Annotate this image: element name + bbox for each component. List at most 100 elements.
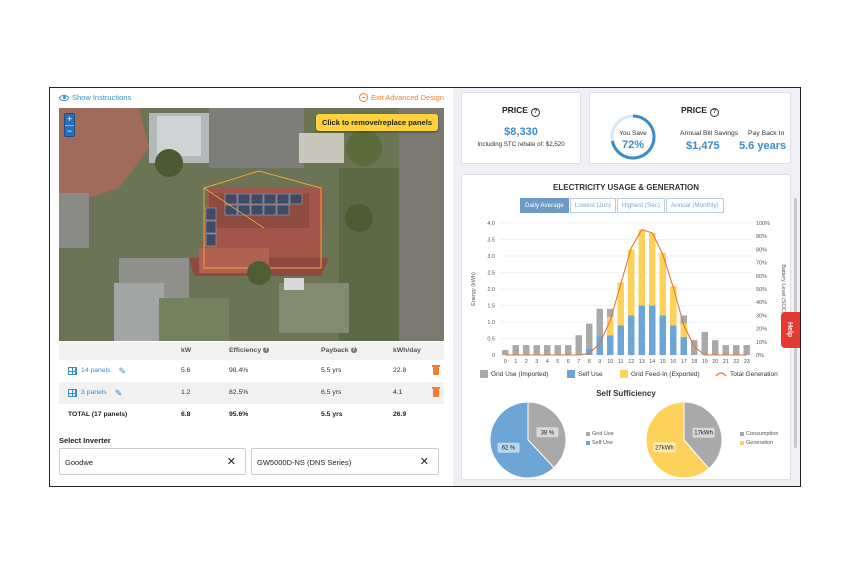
info-icon[interactable]: ? xyxy=(263,347,270,353)
usage-card: ELECTRICITY USAGE & GENERATION Daily Ave… xyxy=(461,174,791,480)
y2-tick-label: 50% xyxy=(756,287,767,293)
bar-grid-use xyxy=(711,340,719,355)
legend-grid-use[interactable]: Grid Use (Imported) xyxy=(480,370,548,378)
tab-lowest[interactable]: Lowest (Jun) xyxy=(569,198,616,213)
legend-swatch xyxy=(480,370,488,378)
y2-tick-label: 80% xyxy=(756,247,767,253)
payback-value: 5.5 yrs xyxy=(321,367,342,374)
chart-title: ELECTRICITY USAGE & GENERATION xyxy=(553,183,699,192)
minus-circle-icon xyxy=(359,93,369,102)
legend-line-swatch xyxy=(715,372,727,377)
tab-annual[interactable]: Annual (Monthly) xyxy=(665,198,724,213)
pie-label-box xyxy=(536,427,559,438)
table-total-row: TOTAL (17 panels) 6.8 95.6% 5.5 yrs 26.9 xyxy=(59,404,444,426)
bar-feed-in xyxy=(627,249,635,316)
bar-feed-in xyxy=(659,252,667,316)
replace-panels-button[interactable]: Click to remove/replace panels xyxy=(315,114,438,131)
pie-slice xyxy=(489,401,555,479)
inverter-model-value: GW5000D-NS (DNS Series) xyxy=(257,458,352,467)
clear-icon[interactable]: ✕ xyxy=(226,456,236,468)
legend-self-use[interactable]: Self Use xyxy=(567,370,603,378)
y2-tick-label: 30% xyxy=(756,313,767,319)
tab-daily-average[interactable]: Daily Average xyxy=(520,198,569,213)
pencil-icon[interactable]: ✎ xyxy=(114,388,123,398)
bar-grid-use xyxy=(732,345,740,355)
pie-label: 17kWh xyxy=(694,431,713,437)
x-tick-label: 14 xyxy=(649,359,655,365)
y-tick-label: 3.5 xyxy=(487,238,495,244)
legend-label: Self Use xyxy=(592,440,613,446)
zoom-in-button[interactable]: + xyxy=(66,114,73,124)
y2-tick-label: 40% xyxy=(756,300,767,306)
bar-grid-use xyxy=(585,323,593,349)
x-tick-label: 17 xyxy=(681,359,687,365)
total-generation-line xyxy=(505,228,747,356)
savings-card: PRICE? You Save 72% Annual Bill Savings … xyxy=(589,92,791,164)
self-sufficiency-pie: 38 % 62 % xyxy=(489,401,567,479)
show-instructions-label: Show Instructions xyxy=(72,93,132,102)
y-axis-label: Energy (kWh) xyxy=(471,272,477,306)
exit-advanced-design-link[interactable]: Exit Advanced Design xyxy=(359,93,444,102)
bar-grid-use xyxy=(522,345,530,355)
y-tick-label: 2.0 xyxy=(487,287,495,293)
legend-total-generation[interactable]: Total Generation xyxy=(715,370,778,378)
panel-group-link[interactable]: 3 panels ✎ xyxy=(68,382,122,404)
legend-label: Consumption xyxy=(746,431,779,437)
pencil-icon[interactable]: ✎ xyxy=(118,366,127,376)
x-tick-label: 5 xyxy=(556,359,559,365)
legend-swatch xyxy=(620,370,628,378)
bar-grid-use xyxy=(596,308,604,336)
exit-advanced-design-label: Exit Advanced Design xyxy=(371,93,444,102)
results-pane: PRICE? $8,330 Including STC rebate of: $… xyxy=(453,88,800,486)
efficiency-value: 82.5% xyxy=(229,389,249,396)
column-header-kw: kW xyxy=(181,347,192,354)
bar-self-use xyxy=(669,325,677,355)
legend-swatch xyxy=(586,432,590,436)
table-header: kW Efficiency? Payback? kWh/day xyxy=(59,342,444,360)
y2-tick-label: 10% xyxy=(756,340,767,346)
x-tick-label: 1 xyxy=(514,359,517,365)
bar-grid-use xyxy=(690,340,698,355)
usage-bar-chart: 0 0.5 1.0 1.5 2.0 2.5 3.0 3.5 4.0 0% 10% 20% 30% 40% 5… xyxy=(471,221,786,365)
y2-tick-label: 0% xyxy=(756,353,764,359)
bar-feed-in xyxy=(617,282,625,326)
legend-grid-feed-in[interactable]: Grid Feed-In (Exported) xyxy=(620,370,700,378)
help-button[interactable]: Help xyxy=(781,312,800,348)
zoom-out-button[interactable]: − xyxy=(65,125,74,136)
bar-grid-use xyxy=(533,345,541,355)
column-header-efficiency: Efficiency? xyxy=(229,342,270,360)
y2-tick-label: 100% xyxy=(756,221,770,227)
question-icon[interactable]: ? xyxy=(709,108,719,117)
legend-label: Grid Use xyxy=(592,431,614,437)
panel-group-link[interactable]: 14 panels ✎ xyxy=(68,360,126,382)
total-label: TOTAL (17 panels) xyxy=(68,411,128,418)
column-header-efficiency-label: Efficiency xyxy=(229,347,262,354)
inverter-model-select[interactable]: GW5000D-NS (DNS Series) ✕ xyxy=(251,448,439,475)
eye-icon xyxy=(59,94,69,101)
pie-label-box xyxy=(653,442,676,453)
inverter-brand-select[interactable]: Goodwe ✕ xyxy=(59,448,246,475)
pie-label-box xyxy=(692,427,715,438)
table-row: 14 panels ✎ 5.6 98.4% 5.5 yrs 22.8 xyxy=(59,360,444,382)
info-icon[interactable]: ? xyxy=(350,347,357,353)
pie-label-box xyxy=(497,442,520,453)
trash-icon[interactable] xyxy=(432,387,440,397)
tab-highest[interactable]: Highest (Sec) xyxy=(616,198,665,213)
bar-grid-use xyxy=(722,345,730,355)
satellite-map[interactable]: + − Click to remove/replace panels xyxy=(59,108,444,341)
trash-icon[interactable] xyxy=(432,365,440,375)
bar-self-use xyxy=(596,335,604,355)
payback-value: 5.6 years xyxy=(739,140,787,152)
kwh-day-value: 22.8 xyxy=(393,367,407,374)
pie-label: 27kWh xyxy=(655,445,674,451)
bar-feed-in xyxy=(606,317,614,336)
x-tick-label: 20 xyxy=(712,359,718,365)
show-instructions-link[interactable]: Show Instructions xyxy=(59,93,131,102)
clear-icon[interactable]: ✕ xyxy=(419,456,429,468)
legend-label: Total Generation xyxy=(730,370,778,378)
satellite-imagery xyxy=(59,108,444,341)
bar-self-use xyxy=(648,305,656,355)
bar-grid-use xyxy=(680,315,688,324)
question-icon[interactable]: ? xyxy=(530,108,540,117)
panel-group-label: 14 panels xyxy=(81,367,111,374)
